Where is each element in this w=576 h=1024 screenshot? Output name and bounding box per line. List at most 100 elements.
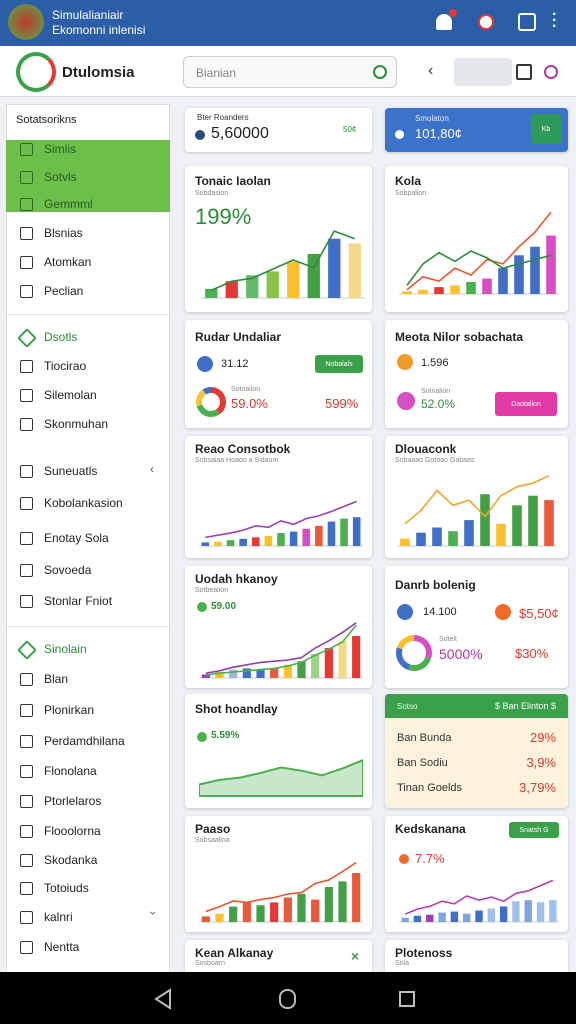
bar — [549, 900, 557, 922]
close-icon[interactable]: × — [351, 948, 360, 964]
sidebar-item[interactable]: Tiocirao — [44, 359, 87, 373]
sidebar-item-icon — [20, 198, 33, 211]
nav-back[interactable] — [154, 988, 171, 1010]
sidebar-item-icon — [20, 854, 33, 867]
card[interactable]: Shot hoandlay 5.59% — [185, 694, 372, 808]
tool-group[interactable] — [454, 58, 512, 86]
nav-recent[interactable] — [399, 991, 415, 1007]
sidebar-item[interactable]: Plonirkan — [44, 703, 95, 717]
bar — [270, 668, 279, 678]
back-icon[interactable]: ‹ — [428, 62, 434, 79]
chat-icon[interactable] — [518, 13, 536, 31]
bar — [448, 531, 458, 546]
bar — [352, 517, 361, 546]
icon — [495, 604, 511, 620]
button[interactable]: Daotalion — [495, 392, 557, 416]
bar — [201, 916, 210, 922]
sidebar-item-icon — [20, 825, 33, 838]
card[interactable]: Tonaic Iaolan Sobdasion 199% — [185, 166, 372, 312]
table-header — [385, 694, 568, 718]
bar — [400, 538, 410, 546]
icon — [197, 356, 213, 372]
subtitle-text: Sola — [395, 960, 410, 967]
card[interactable]: Paaso Sobsaalina — [185, 816, 372, 932]
title-text: Plotenoss — [395, 946, 453, 960]
sidebar-item[interactable]: Nentta — [44, 940, 80, 954]
title-text: Rudar Undaliar — [195, 330, 282, 344]
sidebar-item[interactable]: Suneuatls — [44, 464, 98, 478]
card[interactable]: Rudar Undaliar 31.12 Nobalals Sotnalion 59.0… — [185, 320, 372, 428]
search-box[interactable] — [183, 56, 397, 88]
value-text: 31.12 — [221, 358, 249, 370]
sidebar-item[interactable]: Peclian — [44, 284, 84, 298]
bar — [348, 243, 361, 298]
line — [210, 230, 356, 292]
card[interactable]: Dlouaconk Sobaaao Gotoao Gabaas — [385, 436, 568, 558]
card[interactable]: Sotso $ Ban Elinton $ Ban Bunda 29% Ban Sodi… — [385, 694, 568, 808]
sidebar-item[interactable]: Ptorlelaros — [44, 794, 102, 808]
bar — [297, 661, 306, 678]
table-cell: 3,9% — [526, 755, 556, 770]
line — [205, 624, 357, 676]
sidebar-item[interactable]: Atomkan — [44, 255, 92, 269]
bar — [450, 285, 460, 294]
card[interactable]: Uodah hkanoy Sotbeaiion 59.00 — [185, 566, 372, 688]
button[interactable]: Kb — [531, 114, 561, 144]
sidebar-item[interactable]: Skonmuhan — [44, 417, 109, 431]
bar — [544, 500, 554, 546]
notification-icon[interactable] — [436, 14, 452, 30]
sidebar-item[interactable]: Skodanka — [44, 853, 98, 867]
sidebar-item-icon — [20, 465, 33, 478]
sidebar-item[interactable]: kalnri — [44, 910, 73, 924]
profile-icon[interactable] — [544, 65, 558, 79]
sidebar-item[interactable]: Gemmml — [44, 197, 93, 211]
donut-segment — [196, 387, 226, 417]
sidebar-item[interactable]: Enotay Sola — [44, 531, 109, 545]
card[interactable]: Kola Sobpalion — [385, 166, 568, 312]
line — [406, 250, 552, 286]
button[interactable]: Nobalals — [315, 355, 363, 373]
bar — [256, 669, 265, 678]
card[interactable]: Danrb bolenig 14.100 $5,50¢ Sotelt 5000% $30% — [385, 566, 568, 688]
sidebar-item[interactable]: Stonlar Fniot — [44, 594, 113, 608]
sidebar-item[interactable]: Kobolankasion — [44, 496, 123, 510]
card[interactable]: Kedskanana Snatsh G 7.7% — [385, 816, 568, 932]
card[interactable]: Bter Roanders 5,60000 50¢ — [185, 108, 372, 152]
message-icon[interactable] — [478, 14, 494, 30]
value-text: 14.100 — [423, 606, 457, 618]
sidebar-item[interactable]: Silemolan — [44, 388, 97, 402]
search-icon[interactable] — [373, 65, 387, 79]
sidebar-item[interactable]: Blsnias — [44, 226, 83, 240]
sidebar-item[interactable]: Totoiuds — [44, 881, 89, 895]
card[interactable]: Meota Nilor sobachata 1.596 Sotnalion 52.0%… — [385, 320, 568, 428]
nav-home[interactable] — [279, 989, 296, 1009]
sidebar-item[interactable]: Flooolorna — [44, 824, 101, 838]
sidebar-item[interactable]: Perdamdhilana — [44, 734, 125, 748]
card[interactable]: Reao Consotbok Sobsaiaa Hoaoo a Sidaum — [185, 436, 372, 558]
button[interactable]: Snatsh G — [509, 822, 559, 838]
table-cell: Ban Sodiu — [397, 757, 448, 769]
chevron[interactable]: ‹ — [145, 911, 159, 915]
bar — [352, 636, 361, 678]
menu-icon[interactable]: · · · — [552, 6, 558, 35]
donut-segment — [396, 635, 432, 671]
sidebar-item[interactable]: Flonolana — [44, 764, 97, 778]
bar — [463, 913, 471, 922]
sidebar-item[interactable]: Simlis — [44, 142, 76, 156]
label-text: Smolaton — [415, 114, 449, 123]
chart — [399, 879, 559, 923]
line — [404, 879, 554, 915]
bar — [311, 654, 320, 678]
sidebar-item[interactable]: Sotvls — [44, 170, 77, 184]
chevron[interactable]: ‹ — [150, 462, 154, 476]
sidebar-item[interactable]: Blan — [44, 672, 69, 686]
subtitle-text: Sobsaalina — [195, 837, 230, 844]
sidebar-item[interactable]: Sovoeda — [44, 563, 92, 577]
card[interactable]: Smolaton 101,80¢ Kb — [385, 108, 568, 152]
brand-name: Dtulomsia — [62, 64, 135, 81]
bar — [297, 894, 306, 922]
list-icon[interactable] — [516, 64, 532, 80]
bar — [215, 913, 224, 922]
sidebar-item-icon — [20, 143, 33, 156]
bar — [338, 640, 347, 678]
